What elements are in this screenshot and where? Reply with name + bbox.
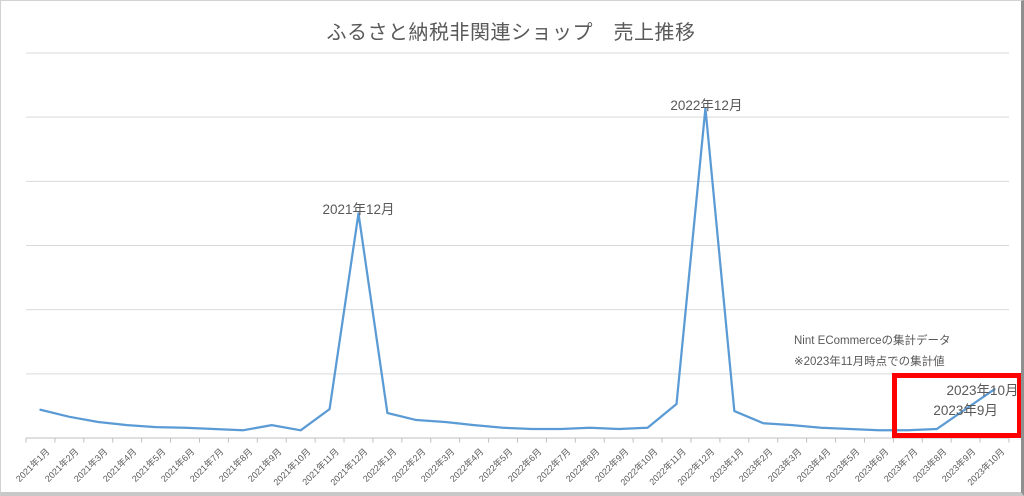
highlight-box	[892, 373, 1021, 438]
sales-line-series	[39, 107, 996, 432]
annotation-date-line: ※2023年11月時点での集計値	[794, 356, 945, 368]
data-point-label: 2023年10月	[946, 383, 1019, 399]
annotation-note: Nint ECommerceの集計データ ※2023年11月時点での集計値	[794, 331, 951, 373]
data-point-label: 2023年9月	[933, 403, 998, 419]
data-point-label: 2021年12月	[322, 202, 395, 218]
chart-title: ふるさと納税非関連ショップ 売上推移	[326, 22, 696, 44]
data-point-label: 2022年12月	[670, 98, 743, 114]
annotation-source-line: Nint ECommerceの集計データ	[794, 335, 951, 347]
